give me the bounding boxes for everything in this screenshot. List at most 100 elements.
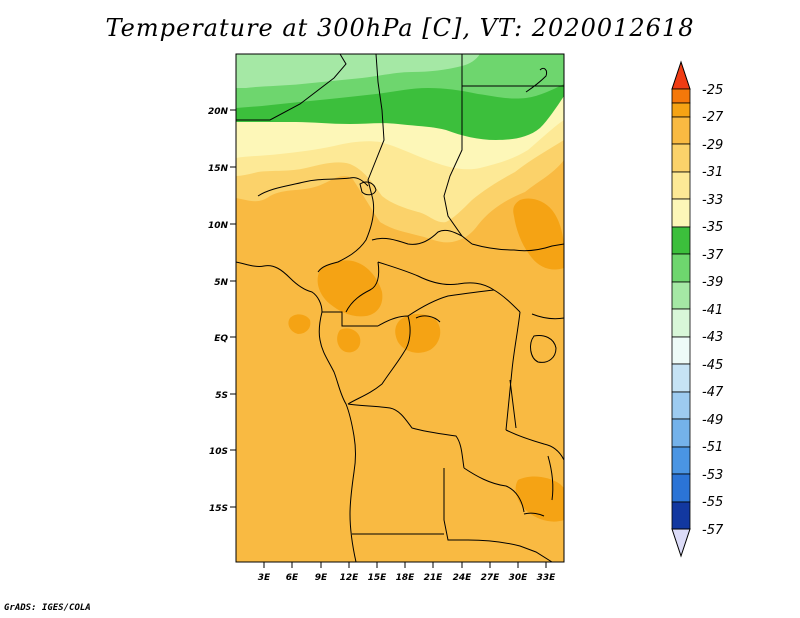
libya-chad-border [236, 54, 347, 121]
lake-albert-outline [525, 67, 547, 93]
lon-label-21e: 21E [424, 573, 444, 583]
colorbar-swatch [671, 446, 691, 475]
cameroon-car-border [345, 261, 380, 313]
lon-label-6e: 6E [286, 573, 299, 583]
colorbar-swatch [671, 102, 691, 118]
field-patch-minus27-cameroon [337, 328, 361, 353]
colorbar-label: -29 [702, 138, 723, 153]
colorbar-label: -45 [702, 358, 723, 373]
colorbar-swatch [671, 198, 691, 228]
car-northern-border [371, 229, 463, 245]
lake-chad-outline [359, 181, 377, 196]
colorbar: -25 -27 -29 -31 -33 -35 -37 -39 -41 -43 … [671, 60, 724, 558]
lake-victoria-outline [530, 335, 557, 363]
colorbar-swatch [671, 391, 691, 420]
lat-label-5s: 5S [215, 391, 228, 401]
colorbar-label: -35 [702, 220, 723, 235]
colorbar-swatch [671, 363, 691, 393]
lat-label-eq: EQ [214, 334, 228, 344]
angola-drc-border [347, 403, 465, 469]
lon-label-3e: 3E [258, 573, 271, 583]
field-patch-minus27-southeast [515, 476, 564, 522]
map-frame [235, 53, 565, 563]
colorbar-swatch [671, 281, 691, 310]
colorbar-swatch [671, 501, 691, 530]
country-borders [236, 54, 564, 562]
drc-east-border [505, 311, 521, 431]
mozambique-border [467, 539, 553, 562]
east-africa-border [531, 313, 564, 320]
lon-label-33e: 33E [537, 573, 557, 583]
field-patch-minus27-gabon [288, 314, 311, 334]
west-africa-coastline [236, 261, 323, 313]
lat-label-20n: 20N [208, 107, 229, 117]
congo-drc-border [347, 315, 411, 405]
lon-label-24e: 24E [453, 573, 473, 583]
colorbar-swatch [671, 473, 691, 503]
colorbar-label: -33 [702, 193, 723, 208]
angola-zambia-border [443, 468, 468, 541]
colorbar-label: -57 [702, 523, 724, 538]
chad-sudan-border [443, 54, 473, 245]
colorbar-label: -43 [702, 330, 723, 345]
lake-kariba-outline [523, 512, 545, 517]
colorbar-swatch [671, 116, 691, 145]
central-africa-coastline [318, 311, 357, 562]
colorbar-label: -53 [702, 468, 723, 483]
colorbar-label: -39 [702, 275, 723, 290]
drc-northeast-border [407, 289, 495, 317]
colorbar-swatch [671, 88, 691, 104]
lon-label-12e: 12E [340, 573, 360, 583]
lat-label-15s: 15S [209, 504, 228, 514]
nigeria-cameroon-border [317, 195, 375, 273]
longitude-axis: 3E 6E 9E 12E 15E 18E 21E 24E 27E 30E 33E [258, 562, 556, 583]
lon-label-30e: 30E [509, 573, 529, 583]
lon-label-18e: 18E [396, 573, 416, 583]
lon-label-27e: 27E [481, 573, 501, 583]
colorbar-label: -27 [702, 110, 724, 125]
car-southern-border [377, 261, 495, 291]
lat-label-10s: 10S [209, 447, 228, 457]
nigeria-niger-border [257, 177, 369, 197]
colorbar-bottom-arrow [671, 528, 691, 558]
tanzania-border [505, 429, 564, 461]
field-band-minus41 [236, 54, 480, 88]
lake-malawi-outline [547, 455, 554, 501]
colorbar-label: -51 [702, 440, 723, 455]
map-title: Temperature at 300hPa [C], VT: 202001261… [105, 14, 695, 42]
colorbar-label: -37 [702, 248, 724, 263]
south-sudan-drc-border [493, 289, 521, 313]
field-patch-minus27-congo [395, 314, 441, 353]
temperature-field [236, 54, 564, 562]
lat-label-5n: 5N [214, 278, 228, 288]
lat-label-15n: 15N [208, 164, 229, 174]
field-patch-minus27-east [513, 198, 564, 270]
lon-label-9e: 9E [315, 573, 328, 583]
colorbar-label: -47 [702, 385, 724, 400]
colorbar-top-arrow [671, 60, 691, 90]
colorbar-swatch [671, 308, 691, 338]
colorbar-label: -49 [702, 413, 723, 428]
lat-label-10n: 10N [208, 221, 229, 231]
colorbar-swatch [671, 143, 691, 173]
colorbar-swatch [671, 253, 691, 283]
colorbar-swatch [671, 171, 691, 200]
niger-chad-border [367, 54, 385, 197]
latitude-axis: 20N 15N 10N 5N EQ 5S 10S 15S [208, 107, 236, 514]
colorbar-label: -41 [702, 303, 723, 318]
grads-credit: GrADS: IGES/COLA [4, 603, 91, 613]
zambia-northern-border [463, 467, 525, 513]
colorbar-label: -55 [702, 495, 723, 510]
lake-tanganyika-outline [509, 379, 517, 429]
gabon-northern-border [322, 311, 378, 327]
field-patch-minus27-central [317, 260, 383, 317]
colorbar-swatch [671, 418, 691, 448]
river-congo-outline [415, 315, 441, 323]
lon-label-15e: 15E [368, 573, 388, 583]
colorbar-swatch [671, 226, 691, 255]
colorbar-swatch [671, 336, 691, 365]
colorbar-label: -25 [702, 83, 723, 98]
sudan-south-sudan-border [471, 243, 564, 252]
colorbar-label: -31 [702, 165, 723, 180]
